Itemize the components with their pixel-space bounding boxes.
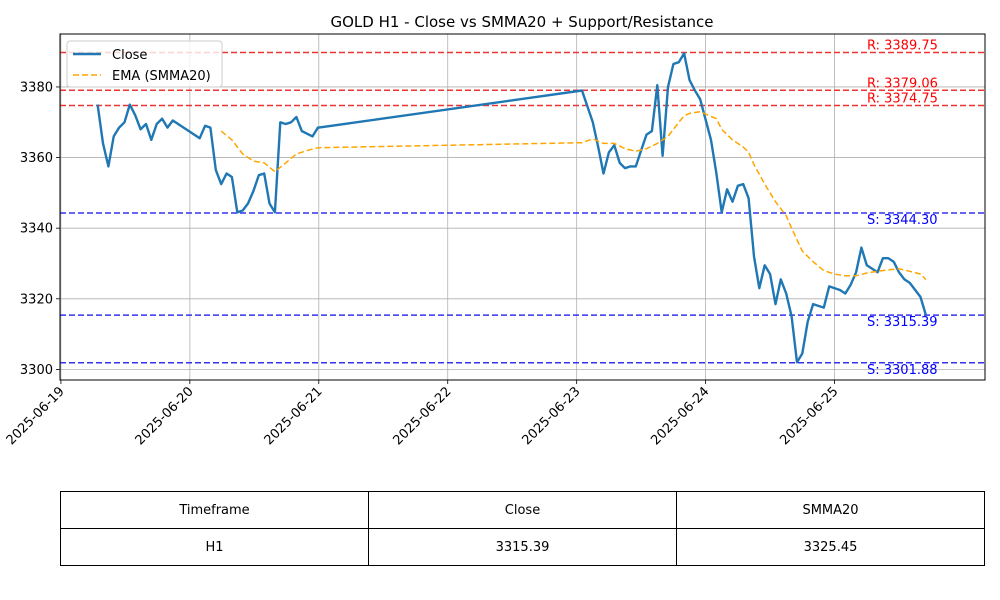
x-tick-label: 2025-06-22 bbox=[391, 384, 455, 448]
x-tick-label: 2025-06-21 bbox=[262, 384, 326, 448]
plot-frame bbox=[59, 33, 986, 381]
table-header-cell: SMMA20 bbox=[676, 491, 985, 529]
support-resistance-lines bbox=[60, 51, 985, 364]
support-level-label: S: 3344.30 bbox=[867, 213, 938, 228]
y-axis: 3300 3320 3340 3360 3380 bbox=[20, 80, 60, 378]
table-row: H1 3315.39 3325.45 bbox=[60, 528, 985, 566]
plot-background bbox=[60, 34, 985, 380]
smma-series-line bbox=[220, 110, 927, 281]
table-header-row: Timeframe Close SMMA20 bbox=[60, 491, 985, 529]
x-tick-label: 2025-06-20 bbox=[133, 384, 197, 448]
chart-title: GOLD H1 - Close vs SMMA20 + Support/Resi… bbox=[330, 13, 713, 31]
support-level-label: S: 3301.88 bbox=[867, 363, 938, 378]
x-tick-label: 2025-06-25 bbox=[777, 384, 841, 448]
y-tick-label: 3380 bbox=[20, 80, 53, 95]
resistance-level-label: R: 3389.75 bbox=[867, 39, 938, 54]
y-tick-label: 3320 bbox=[20, 292, 53, 307]
legend-label: Close bbox=[112, 48, 147, 63]
x-tick-label: 2025-06-19 bbox=[4, 384, 68, 448]
line-chart: 3300 3320 3340 3360 3380 2025-06-19 2025-06-2… bbox=[4, 13, 986, 448]
resistance-level-label: R: 3379.06 bbox=[867, 76, 938, 91]
summary-table: Timeframe Close SMMA20 H1 3315.39 3325.4… bbox=[60, 491, 985, 566]
series-lines bbox=[96, 52, 928, 364]
support-level-label: S: 3315.39 bbox=[867, 315, 938, 330]
table-header-cell: Timeframe bbox=[60, 491, 369, 529]
close-series-line bbox=[96, 52, 928, 364]
y-tick-label: 3360 bbox=[20, 151, 53, 166]
resistance-level-label: R: 3374.75 bbox=[867, 91, 938, 106]
table-cell: 3325.45 bbox=[676, 528, 985, 566]
legend: Close EMA (SMMA20) bbox=[66, 40, 223, 88]
table-cell: H1 bbox=[60, 528, 369, 566]
grid-lines bbox=[60, 34, 985, 380]
legend-label: EMA (SMMA20) bbox=[112, 69, 211, 84]
legend-box bbox=[66, 40, 223, 88]
x-tick-label: 2025-06-24 bbox=[648, 384, 712, 448]
y-tick-label: 3340 bbox=[20, 222, 53, 237]
chart-area: 3300 3320 3340 3360 3380 2025-06-19 2025-06-2… bbox=[4, 13, 986, 448]
table-cell: 3315.39 bbox=[368, 528, 677, 566]
table-header-cell: Close bbox=[368, 491, 677, 529]
level-labels: R: 3389.75 R: 3379.06R: 3374.75 S: 3344.30… bbox=[867, 39, 938, 378]
y-tick-label: 3300 bbox=[20, 363, 53, 378]
x-axis: 2025-06-19 2025-06-20 2025-06-21 2025-06-22… bbox=[4, 380, 841, 448]
x-tick-label: 2025-06-23 bbox=[519, 384, 583, 448]
